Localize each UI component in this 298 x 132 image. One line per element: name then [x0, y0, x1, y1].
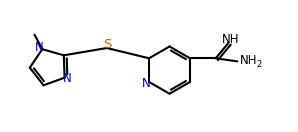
Text: 2: 2	[256, 60, 261, 69]
Text: S: S	[103, 38, 111, 51]
Text: NH: NH	[240, 54, 257, 67]
Text: NH: NH	[222, 33, 239, 46]
Text: N: N	[63, 72, 72, 85]
Text: N: N	[142, 77, 150, 90]
Text: N: N	[35, 41, 44, 54]
